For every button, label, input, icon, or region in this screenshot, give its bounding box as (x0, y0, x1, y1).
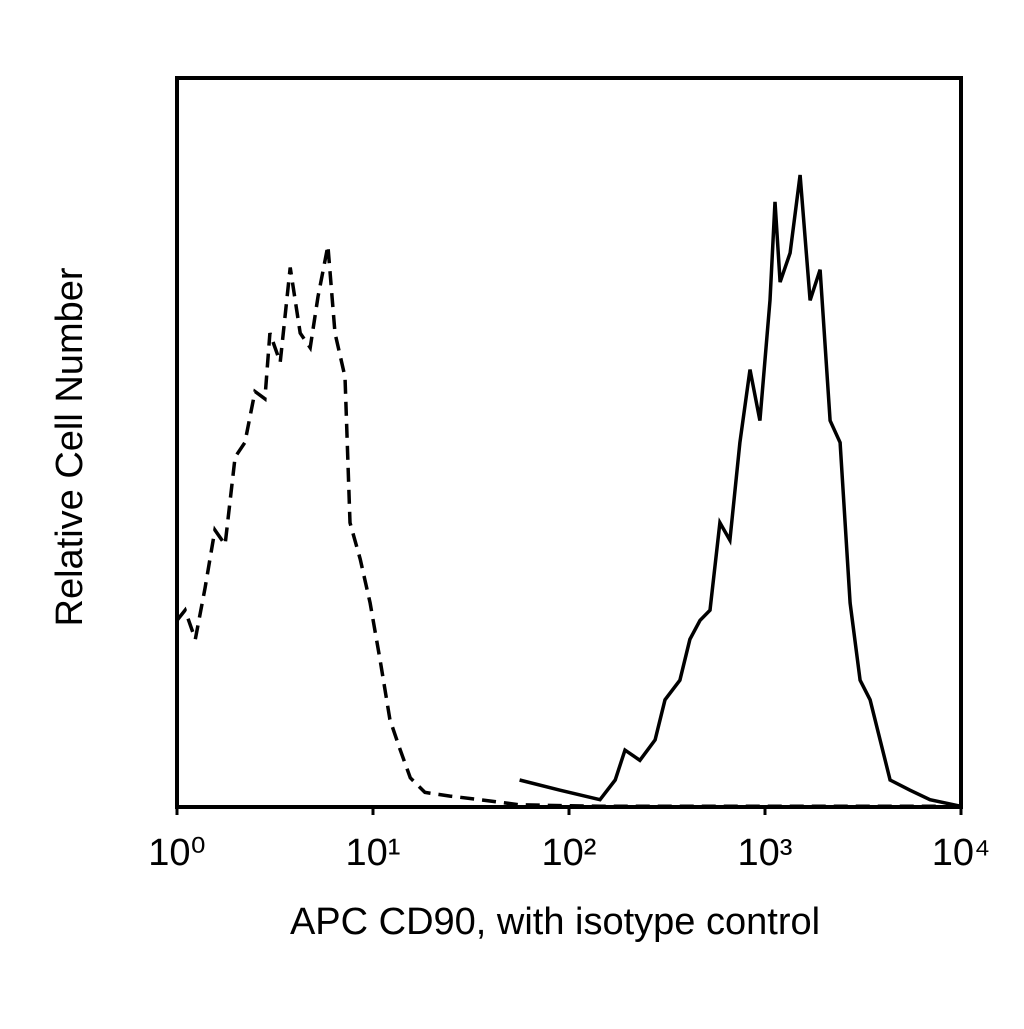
histogram-line (519, 174, 962, 809)
y-axis-label: Relative Cell Number (49, 267, 91, 626)
x-tick-label: 10¹ (346, 832, 401, 874)
x-tick-label: 10⁴ (932, 832, 991, 874)
plot-frame (175, 76, 963, 809)
x-tick-label: 10⁰ (148, 832, 206, 874)
x-tick-label: 10² (542, 832, 597, 874)
x-tick-label: 10³ (738, 832, 793, 874)
histogram-line (175, 245, 940, 809)
x-axis-label: APC CD90, with isotype control (290, 901, 820, 943)
